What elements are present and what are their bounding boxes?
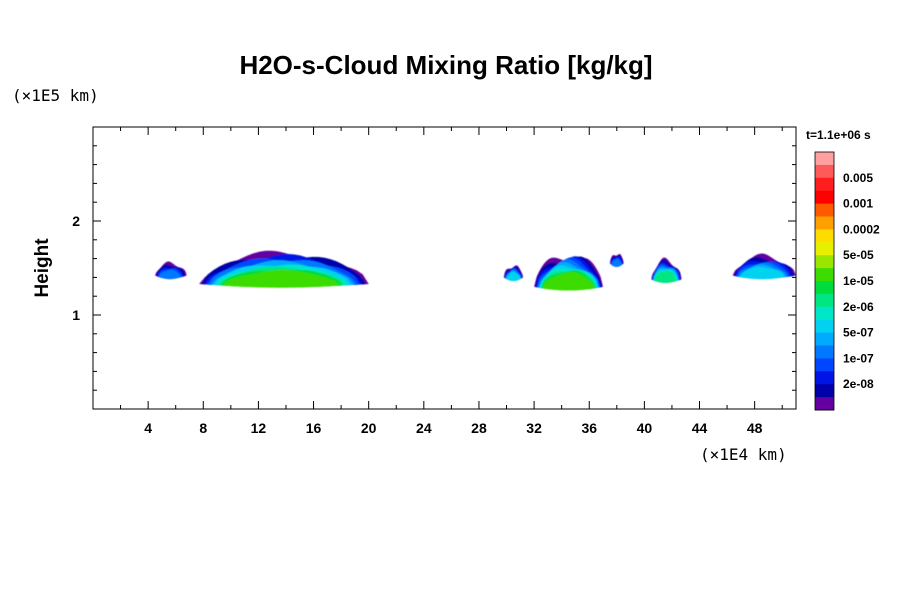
colorbar-label: 0.005 [843, 171, 873, 185]
x-tick-label: 20 [361, 420, 377, 436]
cloud-level-fill [611, 258, 622, 267]
colorbar-swatch [815, 177, 834, 192]
time-label: t=1.1e+06 s [806, 128, 871, 142]
cloud-region [534, 256, 603, 291]
x-tick-label: 48 [747, 420, 763, 436]
cloud-region [155, 261, 187, 280]
y-axis-label: Height [32, 238, 53, 298]
colorbar-label: 2e-06 [843, 300, 874, 314]
colorbar-label: 1e-07 [843, 351, 874, 365]
colorbar-label: 1e-05 [843, 274, 874, 288]
cloud-level-fill [506, 271, 521, 282]
colorbar-swatch [815, 203, 834, 217]
cloud-level-fill [654, 271, 677, 283]
x-tick-label: 24 [416, 420, 432, 436]
cloud-region [609, 254, 624, 267]
cloud-level-fill [222, 269, 340, 288]
x-tick-label: 16 [306, 420, 322, 436]
y-tick-label: 2 [72, 213, 80, 229]
colorbar-swatch [815, 384, 834, 398]
cloud-region [199, 250, 369, 288]
colorbar-swatch [815, 371, 834, 385]
x-tick-label: 28 [471, 420, 487, 436]
x-tick-label: 12 [251, 420, 267, 436]
cloud-region [732, 253, 796, 280]
x-tick-label: 36 [581, 420, 597, 436]
colorbar-swatch [815, 190, 834, 205]
cloud-level-fill [542, 272, 595, 291]
colorbar-swatch [815, 332, 834, 346]
colorbar-swatch [815, 255, 834, 269]
colorbar-swatch [815, 306, 834, 321]
colorbar-swatch [815, 345, 834, 359]
colorbar: 0.005 0.001 0.0002 5e-05 1e-05 2e-06 5e-07 1e-0… [814, 151, 880, 411]
colorbar-swatch [815, 293, 834, 308]
colorbar-frame [814, 151, 835, 411]
colorbar-swatch [815, 358, 834, 372]
colorbar-swatch [815, 268, 834, 282]
cloud-region [503, 265, 524, 282]
cloud-contours [155, 250, 796, 291]
colorbar-swatch [815, 216, 834, 230]
x-unit-label: (×1E4 km) [700, 445, 787, 464]
plot-area: 4 8 12 16 20 24 28 32 36 40 44 48 12 [72, 126, 797, 436]
colorbar-label: 2e-08 [843, 377, 874, 391]
x-tick-label: 8 [199, 420, 207, 436]
y-tick-label: 1 [72, 307, 80, 323]
colorbar-swatch [815, 164, 834, 179]
x-axis-ticks: 4 8 12 16 20 24 28 32 36 40 44 48 [120, 127, 783, 436]
x-tick-label: 44 [692, 420, 708, 436]
cloud-region [651, 257, 682, 283]
colorbar-label: 0.0002 [843, 222, 880, 236]
colorbar-swatch [815, 242, 834, 256]
colorbar-label: 0.001 [843, 197, 873, 211]
colorbar-swatch [815, 229, 834, 243]
y-axis-ticks: 12 [72, 145, 796, 391]
x-tick-label: 40 [637, 420, 653, 436]
colorbar-swatch [815, 281, 834, 295]
cloud-level-fill [739, 266, 785, 280]
colorbar-label: 5e-07 [843, 326, 874, 340]
x-tick-label: 32 [526, 420, 542, 436]
chart-title: H2O-s-Cloud Mixing Ratio [kg/kg] [239, 50, 652, 80]
cloud-level-fill [158, 269, 181, 280]
x-tick-label: 4 [144, 420, 152, 436]
plot-frame [92, 126, 797, 410]
colorbar-label: 5e-05 [843, 248, 874, 262]
colorbar-swatch [815, 397, 834, 411]
colorbar-swatch [815, 152, 834, 166]
colorbar-swatch [815, 319, 834, 334]
y-unit-label: (×1E5 km) [12, 86, 99, 105]
